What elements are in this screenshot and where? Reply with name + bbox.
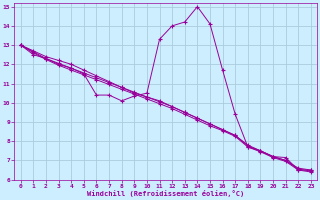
- X-axis label: Windchill (Refroidissement éolien,°C): Windchill (Refroidissement éolien,°C): [87, 190, 244, 197]
